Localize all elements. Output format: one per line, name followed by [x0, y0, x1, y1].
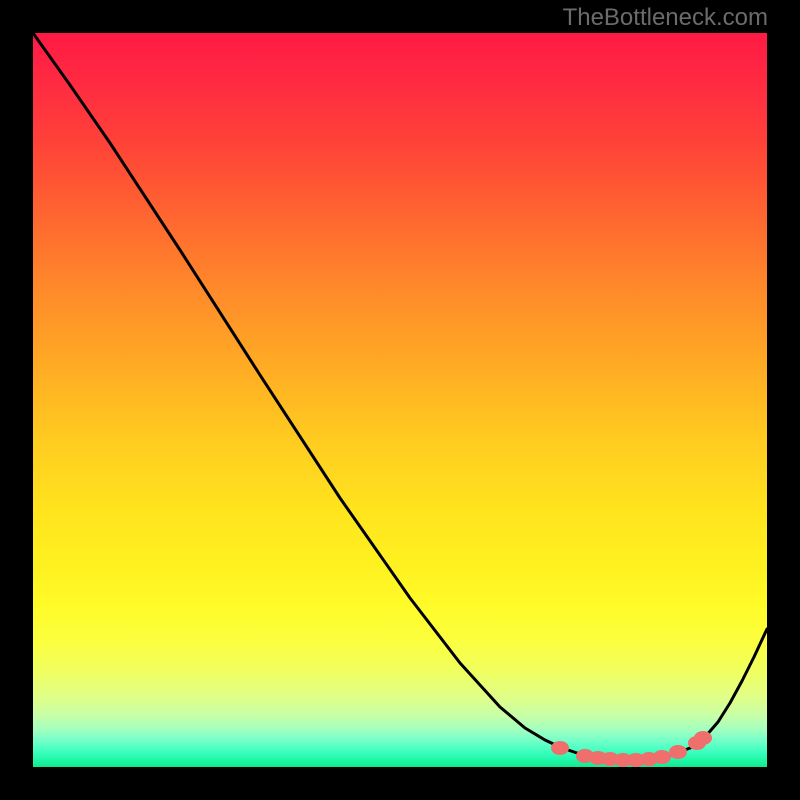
watermark-text: TheBottleneck.com [563, 4, 768, 32]
data-marker [551, 741, 569, 755]
data-marker [694, 731, 712, 745]
chart-frame: TheBottleneck.com [0, 0, 800, 800]
chart-svg [0, 0, 800, 800]
plot-background [33, 33, 767, 767]
data-marker [669, 745, 687, 759]
data-marker [653, 750, 671, 764]
